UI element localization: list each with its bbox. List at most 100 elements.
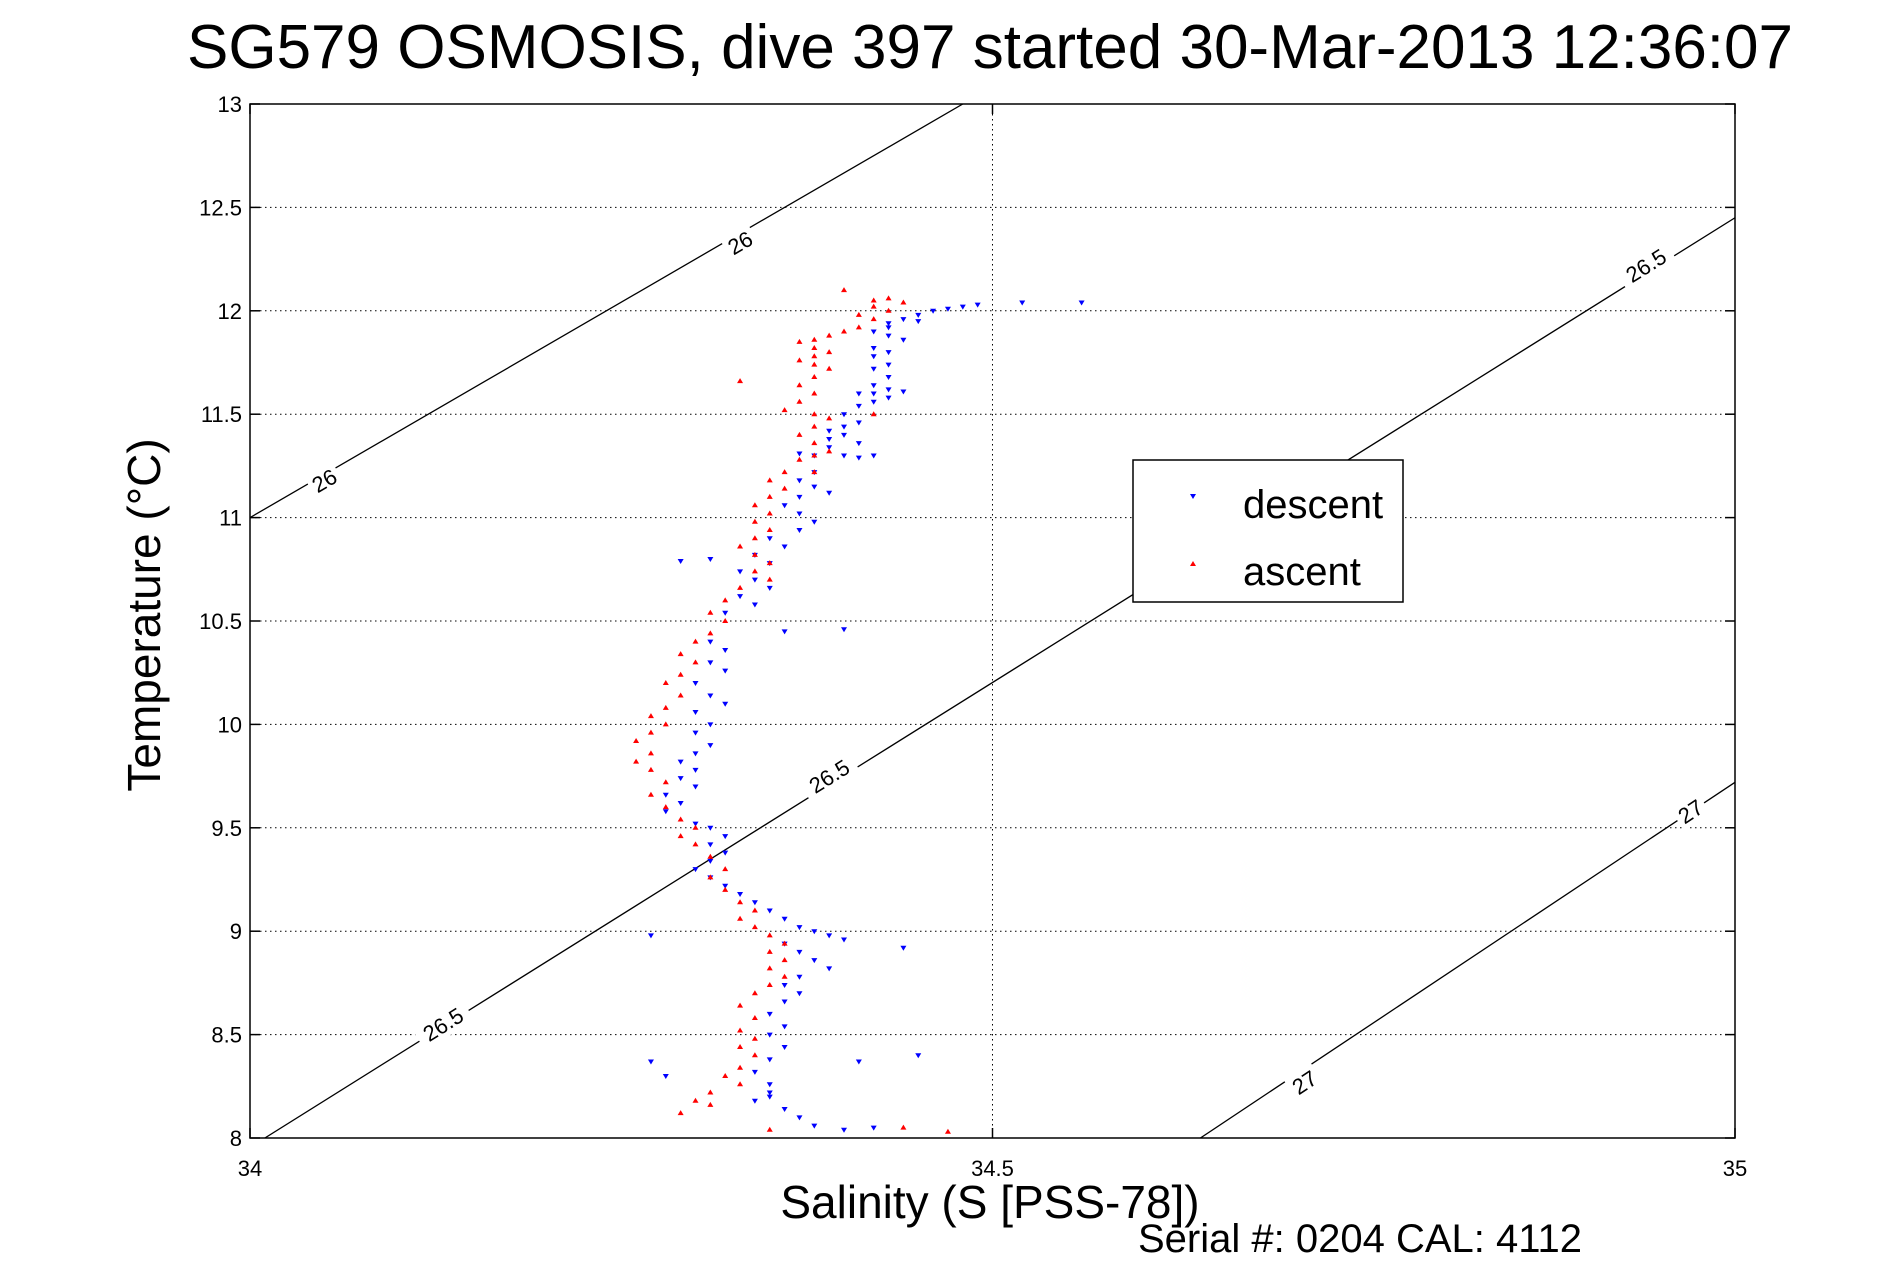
descent-point-89 [751, 900, 758, 906]
descent-point-120 [647, 1059, 654, 1065]
ascent-point-10 [811, 336, 818, 342]
ascent-point-77 [737, 915, 744, 921]
descent-point-102 [796, 991, 803, 997]
x-tick-label-1: 34.5 [971, 1156, 1014, 1181]
ascent-point-89 [737, 1027, 744, 1033]
ascent-point-69 [677, 833, 684, 839]
descent-point-9 [885, 333, 892, 339]
descent-point-48 [766, 536, 773, 542]
ascent-point-92 [751, 1052, 758, 1058]
ascent-point-31 [781, 469, 788, 475]
ascent-point-19 [796, 382, 803, 388]
ascent-point-11 [796, 338, 803, 344]
ascent-point-39 [751, 535, 758, 541]
legend: descent ascent [1132, 459, 1404, 603]
descent-point-52 [737, 569, 744, 575]
ascent-point-5 [855, 311, 862, 317]
ascent-point-79 [766, 932, 773, 938]
descent-point-12 [870, 346, 877, 352]
descent-point-93 [811, 929, 818, 935]
ascent-point-0 [885, 295, 892, 301]
descent-point-117 [841, 1127, 847, 1133]
chart-title: SG579 OSMOSIS, dive 397 started 30-Mar-2… [187, 13, 1793, 82]
ascent-point-49 [707, 630, 714, 636]
ascent-point-8 [841, 328, 847, 334]
descent-point-128 [707, 556, 714, 562]
descent-point-94 [826, 933, 833, 939]
ascent-point-93 [737, 1064, 744, 1070]
ascent-point-87 [737, 1002, 744, 1008]
descent-point-46 [811, 519, 818, 525]
descent-point-36 [870, 453, 877, 459]
ascent-point-66 [662, 804, 669, 810]
descent-point-105 [781, 1024, 788, 1030]
ascent-point-97 [692, 1097, 699, 1103]
ascent-point-78 [751, 924, 758, 930]
ascent-point-28 [826, 448, 833, 454]
descent-point-125 [677, 559, 684, 565]
density-contour-26 [250, 104, 964, 519]
descent-point-34 [841, 453, 847, 459]
descent-point-28 [841, 424, 847, 430]
ascent-point-12 [811, 345, 818, 351]
ascent-point-33 [781, 485, 788, 491]
descent-point-110 [766, 1082, 773, 1088]
ascent-point-25 [811, 423, 818, 429]
ascent-point-7 [855, 324, 862, 330]
descent-point-124 [900, 945, 907, 951]
descent-point-15 [885, 362, 892, 368]
ascent-point-52 [692, 659, 699, 665]
descent-point-85 [692, 867, 699, 873]
descent-point-116 [811, 1123, 818, 1129]
ascent-point-38 [766, 527, 773, 533]
ascent-point-64 [662, 779, 669, 785]
y-tick-label-6: 11 [219, 506, 242, 531]
ascent-point-88 [751, 1015, 758, 1021]
ascent-point-41 [751, 551, 758, 557]
descent-point-11 [915, 319, 922, 325]
ascent-point-16 [811, 361, 818, 367]
legend-descent-marker [1190, 494, 1196, 499]
ascent-point-63 [647, 766, 654, 772]
ascent-point-102 [841, 287, 847, 293]
descent-point-115 [796, 1115, 803, 1121]
contour-label-bg-2-0 [1283, 1062, 1325, 1102]
ascent-point-75 [737, 899, 744, 905]
ascent-point-100 [766, 1126, 773, 1132]
ascent-point-48 [722, 618, 729, 623]
descent-point-97 [796, 949, 803, 955]
descent-point-68 [707, 722, 714, 728]
ascent-point-2 [900, 299, 907, 305]
ascent-point-40 [737, 543, 744, 549]
descent-point-123 [647, 933, 654, 939]
ascent-point-99 [677, 1110, 684, 1116]
ascent-point-85 [766, 981, 773, 987]
descent-point-78 [662, 809, 669, 815]
ascent-point-70 [692, 841, 699, 847]
descent-point-16 [870, 366, 877, 372]
descent-point-13 [885, 350, 892, 356]
ascent-point-55 [677, 692, 684, 698]
x-axis-label: Salinity (S [PSS-78]) [780, 1176, 1199, 1228]
legend-descent-label: descent [1243, 483, 1383, 527]
descent-point-79 [692, 821, 699, 827]
ascent-point-20 [811, 390, 818, 396]
density-contour-26-5 [264, 217, 1735, 1138]
descent-point-17 [885, 374, 892, 380]
ascent-point-59 [647, 729, 654, 735]
ascent-point-68 [692, 824, 699, 830]
ascent-point-67 [677, 816, 684, 822]
descent-point-0 [974, 302, 981, 308]
ascent-point-94 [722, 1072, 729, 1078]
ascent-point-45 [737, 584, 744, 590]
ascent-point-27 [811, 440, 818, 446]
ascent-point-103 [737, 378, 744, 384]
descent-point-45 [796, 511, 803, 517]
descent-point-95 [841, 937, 847, 943]
descent-point-43 [796, 494, 803, 500]
ascent-point-61 [647, 750, 654, 756]
descent-point-122 [915, 1053, 922, 1059]
descent-point-61 [722, 647, 729, 653]
ascent-point-76 [751, 907, 758, 913]
descent-point-35 [855, 455, 862, 461]
